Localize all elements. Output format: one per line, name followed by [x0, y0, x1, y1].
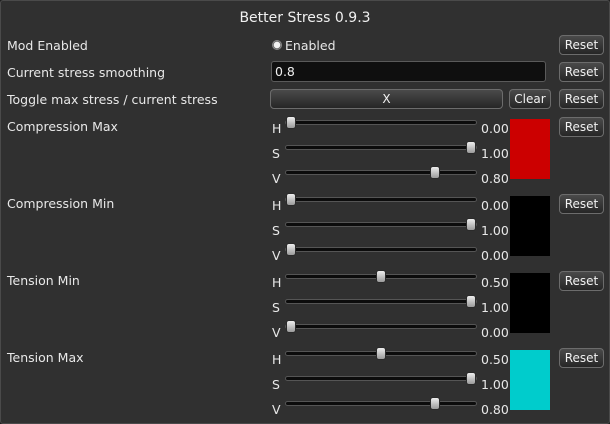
color-section-label: Tension Min: [7, 273, 80, 288]
slider-thumb[interactable]: [466, 218, 476, 231]
channel-value: 1.00: [481, 377, 509, 392]
channel-value: 1.00: [481, 300, 509, 315]
slider-h[interactable]: [285, 193, 477, 206]
channel-value: 1.00: [481, 223, 509, 238]
channel-label-s: S: [272, 146, 280, 161]
slider-s[interactable]: [285, 141, 477, 154]
color-reset-button[interactable]: Reset: [559, 271, 604, 291]
slider-h[interactable]: [285, 270, 477, 283]
channel-label-h: H: [272, 121, 282, 136]
mod-enabled-label: Mod Enabled: [7, 38, 88, 53]
channel-value: 0.80: [481, 402, 509, 417]
channel-label-h: H: [272, 198, 282, 213]
color-swatch: [510, 350, 550, 410]
toggle-max-keybind-button[interactable]: X: [270, 89, 503, 109]
toggle-max-clear-button[interactable]: Clear: [509, 89, 551, 109]
channel-value: 0.50: [481, 352, 509, 367]
color-section-label: Tension Max: [7, 350, 84, 365]
slider-thumb[interactable]: [286, 243, 296, 256]
slider-s[interactable]: [285, 295, 477, 308]
slider-s[interactable]: [285, 372, 477, 385]
color-section-label: Compression Min: [7, 196, 115, 211]
channel-label-v: V: [272, 325, 281, 340]
channel-label-h: H: [272, 352, 282, 367]
color-swatch: [510, 196, 550, 256]
color-swatch: [510, 119, 550, 179]
channel-value: 0.50: [481, 275, 509, 290]
smoothing-reset-button[interactable]: Reset: [559, 62, 604, 82]
channel-label-v: V: [272, 248, 281, 263]
slider-h[interactable]: [285, 347, 477, 360]
smoothing-input[interactable]: 0.8: [271, 61, 546, 82]
toggle-max-reset-button[interactable]: Reset: [559, 89, 604, 109]
channel-label-s: S: [272, 300, 280, 315]
slider-thumb[interactable]: [430, 397, 440, 410]
slider-thumb[interactable]: [376, 270, 386, 283]
slider-h[interactable]: [285, 116, 477, 129]
slider-v[interactable]: [285, 320, 477, 333]
slider-thumb[interactable]: [286, 320, 296, 333]
color-reset-button[interactable]: Reset: [559, 348, 604, 368]
channel-value: 0.00: [481, 121, 509, 136]
slider-s[interactable]: [285, 218, 477, 231]
channel-label-v: V: [272, 402, 281, 417]
toggle-max-label: Toggle max stress / current stress: [7, 92, 218, 107]
window-title: Better Stress 0.9.3: [239, 10, 371, 26]
slider-thumb[interactable]: [466, 372, 476, 385]
color-reset-button[interactable]: Reset: [559, 194, 604, 214]
channel-label-s: S: [272, 377, 280, 392]
slider-thumb[interactable]: [466, 295, 476, 308]
channel-label-s: S: [272, 223, 280, 238]
slider-thumb[interactable]: [286, 193, 296, 206]
channel-value: 0.00: [481, 248, 509, 263]
slider-thumb[interactable]: [286, 116, 296, 129]
mod-enabled-toggle-label: Enabled: [285, 37, 336, 53]
radio-dot-icon: [272, 40, 282, 50]
slider-thumb[interactable]: [376, 347, 386, 360]
smoothing-label: Current stress smoothing: [7, 65, 166, 80]
slider-v[interactable]: [285, 166, 477, 179]
channel-value: 0.00: [481, 325, 509, 340]
color-section-label: Compression Max: [7, 119, 118, 134]
channel-value: 0.00: [481, 198, 509, 213]
channel-value: 0.80: [481, 171, 509, 186]
channel-label-h: H: [272, 275, 282, 290]
slider-thumb[interactable]: [466, 141, 476, 154]
color-reset-button[interactable]: Reset: [559, 117, 604, 137]
channel-label-v: V: [272, 171, 281, 186]
mod-enabled-toggle[interactable]: Enabled: [272, 37, 336, 53]
channel-value: 1.00: [481, 146, 509, 161]
slider-v[interactable]: [285, 397, 477, 410]
color-swatch: [510, 273, 550, 333]
slider-thumb[interactable]: [430, 166, 440, 179]
slider-v[interactable]: [285, 243, 477, 256]
mod-enabled-reset-button[interactable]: Reset: [559, 35, 604, 55]
